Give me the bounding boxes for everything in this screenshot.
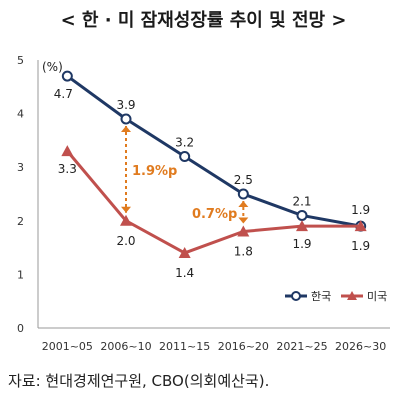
data-label: 1.9 xyxy=(292,237,311,251)
data-label: 2.5 xyxy=(234,173,253,187)
data-point-korea xyxy=(179,150,191,162)
y-tick-label: 3 xyxy=(17,161,24,174)
data-label: 2.0 xyxy=(116,234,135,248)
x-tick-label: 2006~10 xyxy=(100,340,151,353)
chart-title: < 한 · 미 잠재성장률 추이 및 전망 > xyxy=(60,10,347,31)
gap-arrow-head-down xyxy=(238,217,249,224)
y-tick-label: 0 xyxy=(17,322,24,335)
gap-arrow-head-down xyxy=(121,206,131,213)
data-point-usa xyxy=(120,214,132,226)
gap-annotation: 0.7%p xyxy=(192,207,237,222)
series-line-usa xyxy=(66,150,361,255)
data-label: 1.4 xyxy=(175,266,194,280)
gap-annotation: 1.9%p xyxy=(132,164,177,179)
series-line-korea xyxy=(66,74,361,228)
data-point-usa xyxy=(61,145,74,157)
data-point-korea xyxy=(296,209,308,221)
data-point-usa xyxy=(354,220,367,232)
gap-arrow-head-up xyxy=(238,201,249,207)
gap-arrow-head-up xyxy=(121,125,131,132)
data-label: 2.1 xyxy=(292,194,311,208)
data-label: 4.7 xyxy=(54,87,73,101)
x-tick-label: 2026~30 xyxy=(335,340,386,353)
data-point-korea xyxy=(61,70,73,82)
legend-marker-usa xyxy=(347,291,357,300)
y-tick-label: 4 xyxy=(17,108,24,121)
data-point-korea xyxy=(237,188,249,200)
x-tick-label: 2001~05 xyxy=(42,340,93,353)
legend-marker-korea xyxy=(291,291,301,301)
data-label: 1.8 xyxy=(234,245,253,259)
y-tick-label: 1 xyxy=(17,268,24,281)
data-label: 3.2 xyxy=(175,135,194,149)
data-label: 3.3 xyxy=(58,162,77,176)
x-tick-label: 2016~20 xyxy=(218,340,269,353)
legend-label-usa: 미국 xyxy=(367,290,387,303)
y-unit-label: (%) xyxy=(42,60,63,74)
data-point-usa xyxy=(178,246,191,258)
data-point-korea xyxy=(120,113,132,125)
x-tick-label: 2021~25 xyxy=(276,340,327,353)
data-label: 1.9 xyxy=(351,203,370,217)
data-point-usa xyxy=(296,220,308,232)
legend-label-korea: 한국 xyxy=(311,290,331,303)
y-tick-label: 2 xyxy=(17,215,24,228)
data-label: 3.9 xyxy=(116,98,135,112)
data-label: 1.9 xyxy=(351,239,370,253)
y-tick-label: 5 xyxy=(17,54,24,67)
data-point-usa xyxy=(237,225,250,237)
source-note: 자료: 현대경제연구원, CBO(의회예산국). xyxy=(8,372,270,390)
x-tick-label: 2011~15 xyxy=(159,340,210,353)
